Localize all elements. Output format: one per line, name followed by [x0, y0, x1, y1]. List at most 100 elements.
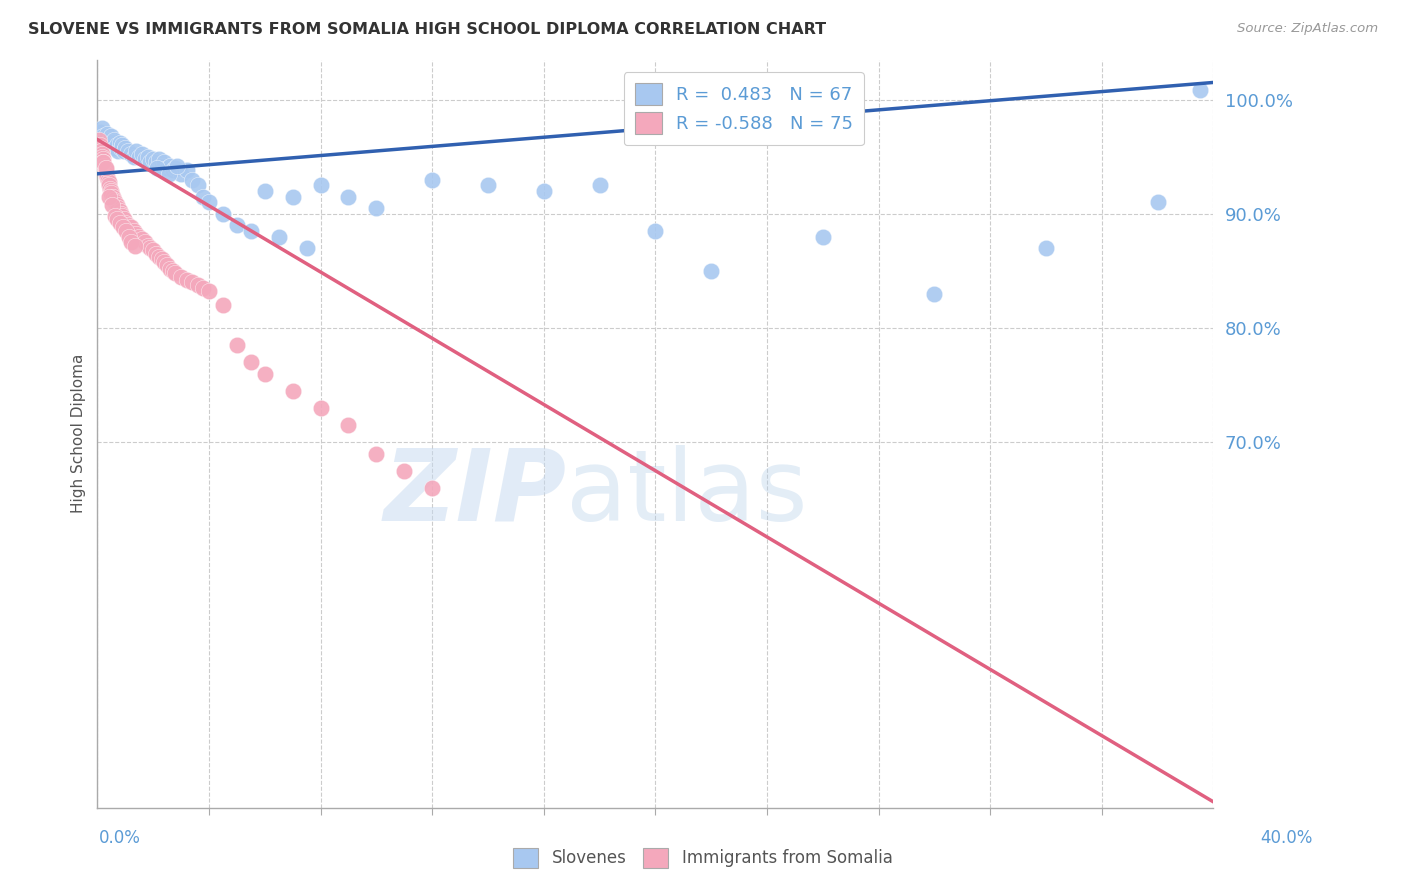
Point — [87, 132, 110, 146]
Point — [309, 401, 332, 415]
Point — [131, 232, 153, 246]
Point — [225, 338, 247, 352]
Point — [96, 127, 118, 141]
Point — [225, 218, 247, 232]
Point — [122, 224, 145, 238]
Point — [93, 155, 115, 169]
Text: ZIP: ZIP — [382, 445, 567, 542]
Point — [148, 250, 170, 264]
Text: SLOVENE VS IMMIGRANTS FROM SOMALIA HIGH SCHOOL DIPLOMA CORRELATION CHART: SLOVENE VS IMMIGRANTS FROM SOMALIA HIGH … — [28, 22, 827, 37]
Point — [159, 261, 181, 276]
Point — [90, 147, 112, 161]
Point — [112, 212, 135, 227]
Point — [120, 220, 142, 235]
Point — [94, 161, 117, 175]
Point — [104, 209, 127, 223]
Point — [105, 138, 128, 153]
Point — [477, 178, 499, 193]
Point — [107, 201, 129, 215]
Point — [96, 167, 118, 181]
Point — [111, 209, 134, 223]
Point — [101, 197, 124, 211]
Point — [811, 229, 834, 244]
Point — [134, 235, 156, 250]
Point — [1035, 241, 1057, 255]
Point — [588, 178, 610, 193]
Point — [128, 150, 150, 164]
Point — [309, 178, 332, 193]
Point — [108, 136, 131, 150]
Point — [176, 163, 198, 178]
Point — [110, 207, 132, 221]
Point — [198, 285, 221, 299]
Point — [1146, 195, 1168, 210]
Y-axis label: High School Diploma: High School Diploma — [72, 354, 86, 513]
Point — [162, 163, 184, 178]
Point — [176, 273, 198, 287]
Point — [420, 172, 443, 186]
Point — [97, 132, 120, 146]
Point — [128, 229, 150, 244]
Point — [181, 275, 204, 289]
Point — [700, 264, 723, 278]
Point — [162, 264, 184, 278]
Point — [159, 159, 181, 173]
Point — [644, 224, 666, 238]
Point — [420, 481, 443, 495]
Point — [181, 172, 204, 186]
Point — [114, 216, 136, 230]
Point — [187, 277, 209, 292]
Point — [267, 229, 290, 244]
Point — [165, 161, 187, 175]
Point — [89, 124, 111, 138]
Point — [131, 147, 153, 161]
Point — [114, 140, 136, 154]
Point — [124, 239, 146, 253]
Point — [107, 212, 129, 227]
Point — [253, 184, 276, 198]
Point — [533, 184, 555, 198]
Point — [150, 159, 173, 173]
Point — [98, 189, 121, 203]
Point — [100, 129, 122, 144]
Point — [134, 152, 156, 166]
Point — [156, 161, 179, 175]
Point — [93, 159, 115, 173]
Point — [139, 155, 162, 169]
Point — [337, 189, 360, 203]
Point — [117, 229, 139, 244]
Point — [139, 241, 162, 255]
Point — [281, 384, 304, 398]
Point — [150, 252, 173, 267]
Point — [170, 167, 193, 181]
Point — [98, 178, 121, 193]
Point — [117, 144, 139, 158]
Point — [114, 224, 136, 238]
Point — [193, 281, 215, 295]
Point — [103, 132, 125, 146]
Point — [295, 241, 318, 255]
Point — [366, 447, 388, 461]
Point — [90, 121, 112, 136]
Point — [112, 144, 135, 158]
Point — [136, 150, 159, 164]
Point — [105, 197, 128, 211]
Point — [98, 136, 121, 150]
Point — [111, 220, 134, 235]
Point — [136, 239, 159, 253]
Point — [212, 298, 235, 312]
Point — [97, 175, 120, 189]
Text: Source: ZipAtlas.com: Source: ZipAtlas.com — [1237, 22, 1378, 36]
Point — [93, 132, 115, 146]
Point — [394, 464, 416, 478]
Point — [145, 155, 167, 169]
Point — [1188, 83, 1211, 97]
Point — [93, 155, 115, 169]
Point — [165, 266, 187, 280]
Point — [89, 138, 111, 153]
Point — [89, 140, 111, 154]
Point — [187, 178, 209, 193]
Point — [101, 135, 124, 149]
Point — [103, 193, 125, 207]
Point — [166, 159, 188, 173]
